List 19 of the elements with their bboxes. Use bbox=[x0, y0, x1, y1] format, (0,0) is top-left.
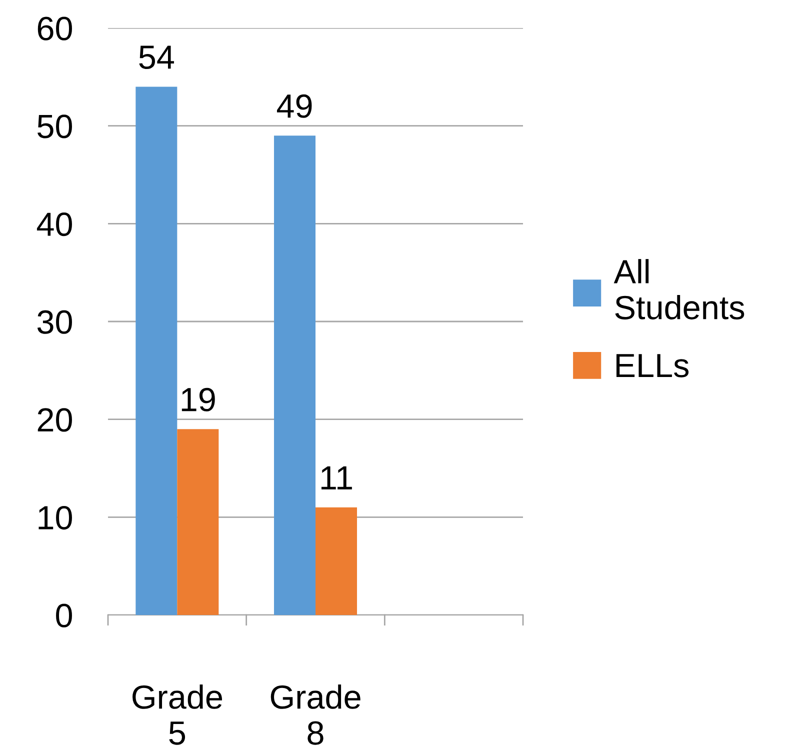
bar bbox=[316, 507, 357, 615]
bar bbox=[136, 86, 178, 615]
data-label: 49 bbox=[276, 94, 312, 118]
x-tick-label: Grade 8 bbox=[270, 684, 360, 745]
data-label: 19 bbox=[182, 388, 215, 412]
y-tick-label: 50 bbox=[38, 114, 72, 138]
bar bbox=[274, 136, 316, 615]
bar bbox=[177, 429, 219, 615]
y-tick-label: 20 bbox=[38, 408, 72, 432]
data-label: 54 bbox=[139, 46, 174, 69]
y-tick-label: 60 bbox=[38, 16, 72, 40]
y-tick-label: 10 bbox=[38, 506, 72, 530]
legend-label: ELLs bbox=[616, 354, 689, 378]
x-tick-label: Grade 5 bbox=[132, 684, 222, 745]
legend-label: All Students bbox=[614, 259, 744, 320]
y-tick-label: 0 bbox=[56, 604, 72, 628]
data-label: 11 bbox=[321, 466, 352, 490]
y-tick-label: 40 bbox=[36, 212, 72, 236]
y-tick-label: 30 bbox=[37, 310, 72, 334]
